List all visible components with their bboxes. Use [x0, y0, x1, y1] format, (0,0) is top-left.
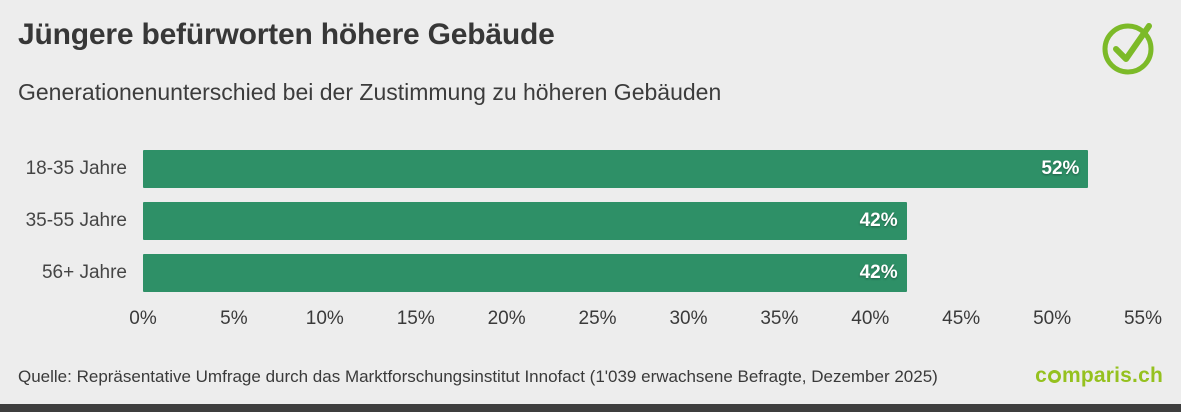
category-label: 56+ Jahre: [41, 262, 127, 283]
bar-track: 42%: [143, 202, 1143, 240]
x-tick-label: 20%: [487, 308, 526, 329]
bar-chart: 18-35 Jahre 52% 35-55 Jahre 42% 56+ Jahre 42%…: [18, 150, 1181, 332]
x-tick-label: 35%: [760, 308, 799, 329]
bar-value-label: 42%: [859, 262, 898, 283]
check-circle-logo: [1099, 12, 1161, 78]
source-text: Quelle: Repräsentative Umfrage durch das…: [18, 367, 938, 386]
footer: Quelle: Repräsentative Umfrage durch das…: [18, 364, 1163, 388]
x-tick-label: 15%: [396, 308, 435, 329]
comparis-logo: c mparis.ch: [1035, 364, 1163, 388]
chart-row: 18-35 Jahre 52%: [18, 150, 1181, 188]
x-tick-label: 55%: [1123, 308, 1163, 329]
bar-track: 52%: [143, 150, 1143, 188]
x-tick-label: 25%: [578, 308, 617, 329]
bar-value-label: 52%: [1041, 158, 1080, 179]
x-tick-label: 45%: [942, 308, 981, 329]
brand-pre: c: [1035, 364, 1047, 387]
page-subtitle: Generationenunterschied bei der Zustimmu…: [18, 79, 722, 105]
x-tick-label: 10%: [305, 308, 344, 329]
page-title: Jüngere befürworten höhere Gebäude: [18, 18, 555, 51]
category-label: 35-55 Jahre: [25, 210, 127, 231]
check-circle-icon: [1102, 23, 1154, 75]
category-label: 18-35 Jahre: [25, 158, 127, 179]
x-tick-label: 0%: [129, 308, 157, 329]
x-tick-label: 50%: [1033, 308, 1072, 329]
brand-post: mparis.ch: [1061, 364, 1163, 387]
bar: 42%: [143, 202, 907, 240]
chart-row: 56+ Jahre 42%: [18, 254, 1181, 292]
bottom-bar: [0, 404, 1181, 412]
bar: 42%: [143, 254, 907, 292]
bar-value-label: 42%: [859, 210, 898, 231]
bar: 52%: [143, 150, 1089, 188]
chart-rows: 18-35 Jahre 52% 35-55 Jahre 42% 56+ Jahre 42%: [18, 150, 1181, 292]
brand-o-icon: [1047, 369, 1061, 383]
x-axis: 0% 5% 10% 15% 20% 25% 30% 35% 40% 45% 50% 55%: [129, 308, 1162, 332]
chart-row: 35-55 Jahre 42%: [18, 202, 1181, 240]
x-tick-label: 5%: [220, 308, 248, 329]
bar-track: 42%: [143, 254, 1143, 292]
x-tick-label: 40%: [851, 308, 890, 329]
x-tick-label: 30%: [669, 308, 708, 329]
